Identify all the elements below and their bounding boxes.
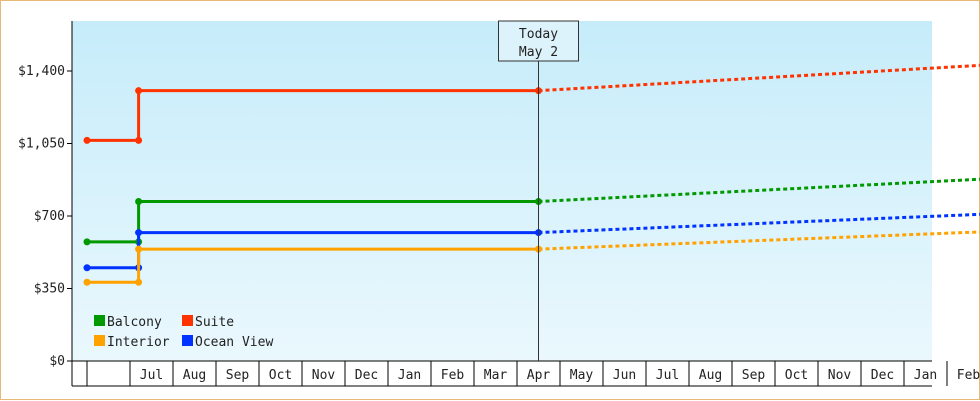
legend-swatch-balcony: [94, 315, 105, 326]
legend-label-interior: Interior: [107, 335, 170, 350]
x-tick-label: Feb: [957, 368, 980, 383]
y-tick-label: $700: [34, 209, 65, 224]
x-tick-label: Aug: [699, 368, 722, 383]
x-tick-label: Dec: [355, 368, 378, 383]
x-tick-label: Sep: [226, 368, 250, 383]
y-tick-label: $1,050: [18, 137, 65, 152]
x-tick-label: Oct: [269, 368, 292, 383]
data-point-suite: [135, 137, 142, 144]
data-point-interior: [135, 279, 142, 286]
legend-swatch-suite: [182, 315, 193, 326]
x-tick-label: Jan: [914, 368, 937, 383]
x-tick-label: Sep: [742, 368, 766, 383]
y-tick-label: $0: [49, 354, 65, 369]
today-label-line1: Today: [519, 27, 558, 42]
x-tick-label: Oct: [785, 368, 808, 383]
x-tick-label: Feb: [441, 368, 465, 383]
x-tick-label: Jul: [656, 368, 679, 383]
y-tick-label: $1,400: [18, 64, 65, 79]
legend-swatch-interior: [94, 335, 105, 346]
data-point-interior: [135, 246, 142, 253]
legend-swatch-ocean-view: [182, 335, 193, 346]
x-tick-label: Aug: [183, 368, 206, 383]
data-point-balcony: [135, 198, 142, 205]
data-point-ocean-view: [135, 229, 142, 236]
x-axis: Jul Aug Sep Oct Nov Dec Jan Feb Mar Apr May Jun Jul A…: [72, 361, 980, 386]
data-point-suite: [135, 87, 142, 94]
x-tick-label: Nov: [312, 368, 336, 383]
today-label-line2: May 2: [519, 45, 558, 60]
x-tick-label: Mar: [484, 368, 508, 383]
y-axis: $0 $350 $700 $1,050 $1,400: [18, 21, 72, 369]
y-tick-label: $350: [34, 282, 65, 297]
x-tick-label: Dec: [871, 368, 894, 383]
data-point-interior: [84, 279, 91, 286]
legend-label-balcony: Balcony: [107, 315, 162, 330]
legend-label-suite: Suite: [195, 315, 234, 330]
data-point-balcony: [84, 238, 91, 245]
data-point-ocean-view: [84, 264, 91, 271]
legend-label-ocean-view: Ocean View: [195, 335, 273, 350]
x-tick-label: Jan: [398, 368, 421, 383]
x-tick-label: Jun: [613, 368, 636, 383]
x-tick-label: May: [570, 368, 594, 383]
x-tick-label: Apr: [527, 368, 551, 383]
x-tick-label: Nov: [828, 368, 852, 383]
data-point-suite: [84, 137, 91, 144]
x-tick-label: Jul: [140, 368, 163, 383]
plot-background: [72, 21, 932, 361]
